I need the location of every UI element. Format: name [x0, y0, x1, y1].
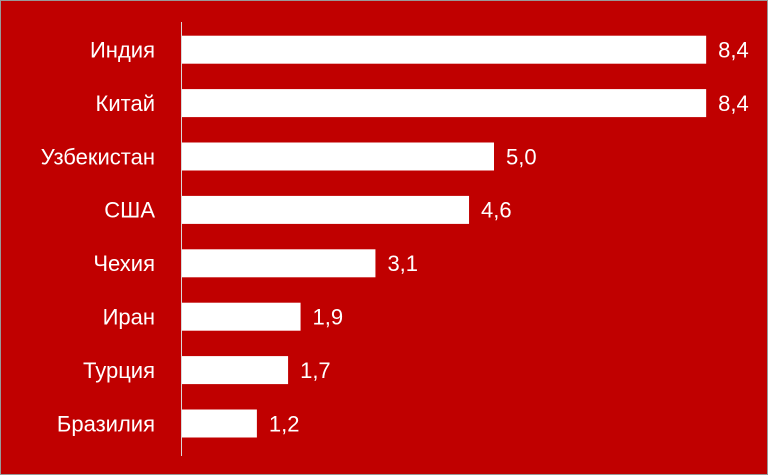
category-label: США — [104, 198, 155, 223]
category-label: Индия — [90, 38, 155, 63]
value-label: 5,0 — [506, 144, 537, 169]
bar — [182, 89, 707, 118]
category-label: Турция — [83, 358, 155, 383]
category-label: Бразилия — [57, 411, 155, 436]
value-label: 1,7 — [300, 358, 331, 383]
category-label: Чехия — [93, 251, 155, 276]
category-label: Иран — [103, 305, 155, 330]
category-label: Узбекистан — [41, 144, 155, 169]
value-label: 1,2 — [269, 411, 300, 436]
bar — [182, 302, 301, 331]
value-label: 8,4 — [718, 91, 749, 116]
bar — [182, 142, 494, 171]
bar — [182, 356, 289, 385]
category-label: Китай — [96, 91, 155, 116]
bar — [182, 249, 376, 278]
value-label: 1,9 — [313, 305, 344, 330]
value-label: 4,6 — [481, 198, 512, 223]
value-label: 8,4 — [718, 38, 749, 63]
bar — [182, 195, 470, 224]
bar — [182, 35, 707, 64]
value-label: 3,1 — [387, 251, 418, 276]
bar — [182, 409, 257, 438]
